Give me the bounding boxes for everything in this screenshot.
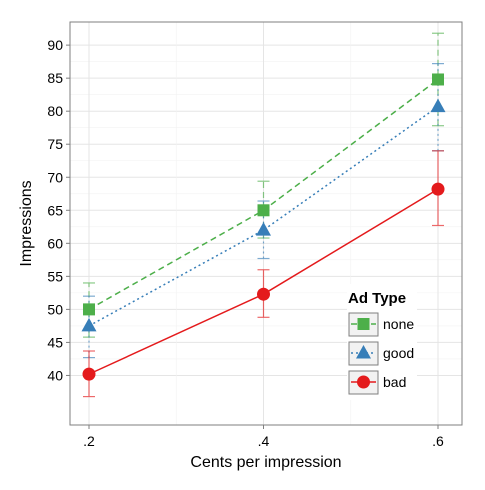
y-tick-label: 50 (47, 301, 63, 317)
legend: Ad Type none good bad (347, 284, 417, 400)
y-tick-label: 75 (47, 136, 63, 152)
y-tick-label: 45 (47, 334, 63, 350)
plot-border (69, 21, 463, 426)
y-axis-ticks: 40 45 50 55 60 65 70 75 80 85 90 (47, 37, 70, 383)
data-point-good (430, 98, 446, 113)
data-point-good (81, 317, 97, 332)
y-tick-label: 90 (47, 37, 63, 53)
data-point-bad (82, 367, 96, 381)
legend-item-bad: bad (348, 370, 406, 395)
legend-title: Ad Type (348, 290, 406, 307)
y-axis-title: Impressions (18, 180, 35, 266)
y-tick-label: 40 (47, 367, 63, 383)
x-axis-ticks: .2 .4 .6 (83, 425, 444, 449)
data-points (81, 73, 446, 381)
legend-items: none good bad (348, 312, 414, 395)
x-tick-label: .4 (258, 433, 270, 449)
x-tick-label: .2 (83, 433, 95, 449)
legend-label: none (383, 316, 414, 332)
data-point-bad (257, 287, 270, 301)
legend-marker-none (357, 318, 370, 330)
legend-label: good (383, 345, 414, 361)
legend-label: bad (383, 374, 406, 390)
y-tick-label: 70 (47, 169, 63, 185)
legend-item-good: good (348, 341, 414, 366)
y-tick-label: 80 (47, 103, 63, 119)
data-point-none (83, 303, 95, 316)
legend-marker-bad (357, 375, 370, 389)
data-point-none (257, 204, 270, 217)
x-axis-title: Cents per impression (190, 454, 341, 471)
y-tick-label: 55 (47, 268, 63, 284)
data-point-good (256, 222, 271, 236)
legend-marker-good (356, 345, 371, 359)
y-tick-label: 65 (47, 202, 63, 218)
legend-item-none: none (348, 312, 414, 337)
y-tick-label: 85 (47, 70, 63, 86)
series-line-good (88, 105, 439, 327)
x-tick-label: .6 (432, 433, 444, 449)
gridlines (70, 22, 462, 425)
error-bar-good (257, 200, 270, 260)
data-point-none (432, 73, 444, 86)
data-point-bad (431, 182, 445, 196)
y-tick-label: 60 (47, 235, 63, 251)
